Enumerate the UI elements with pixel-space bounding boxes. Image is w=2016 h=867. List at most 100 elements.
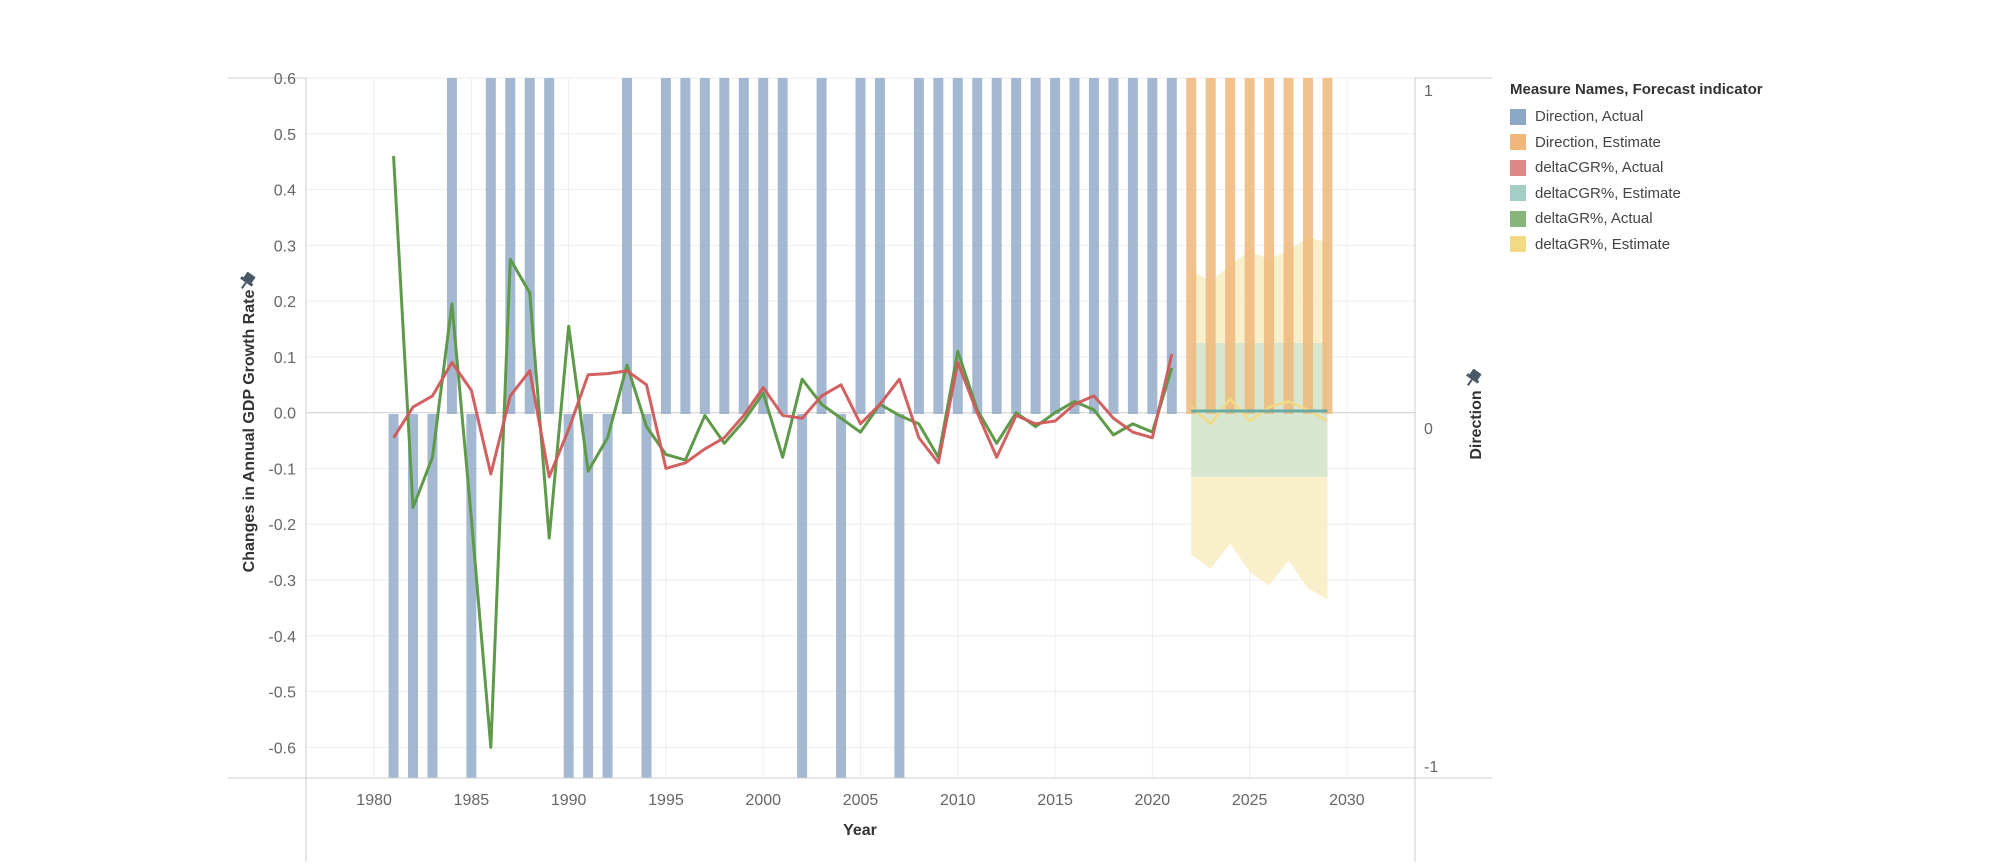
x-tick-label: 2030 — [1329, 792, 1365, 809]
direction-actual-bar — [1069, 78, 1080, 414]
direction-actual-bar — [505, 78, 516, 414]
direction-estimate-bar — [1283, 78, 1294, 414]
x-tick-label: 1995 — [648, 792, 684, 809]
direction-actual-bar — [563, 414, 574, 778]
direction-actual-bar — [913, 78, 924, 414]
y2-tick-label: 1 — [1424, 83, 1433, 100]
y-tick-label: -0.1 — [268, 461, 296, 478]
direction-estimate-bar — [1264, 78, 1275, 414]
direction-actual-bar — [1147, 78, 1158, 414]
legend-item[interactable]: Direction, Actual — [1510, 104, 1830, 130]
direction-actual-bar — [874, 78, 885, 414]
direction-actual-bar — [1030, 78, 1041, 414]
x-tick-label: 2010 — [940, 792, 976, 809]
legend-swatch — [1510, 185, 1526, 202]
direction-estimate-bar — [1225, 78, 1236, 414]
direction-actual-bar — [1050, 78, 1061, 414]
legend-swatch — [1510, 134, 1526, 151]
direction-actual-bar — [641, 414, 652, 778]
direction-actual-bar — [1166, 78, 1177, 414]
axes: 0.6 0.5 0.4 0.3 0.2 0.1 0.0 -0.1 -0.2 -0.3 -0.4 -0.… — [228, 71, 1492, 862]
legend-title: Measure Names, Forecast indicator — [1510, 81, 1763, 98]
direction-actual-bar — [699, 78, 710, 414]
y2-axis-title: Direction — [1468, 390, 1485, 459]
legend-item[interactable]: deltaGR%, Actual — [1510, 206, 1830, 232]
legend-item[interactable]: Direction, Estimate — [1510, 130, 1830, 156]
legend: Measure Names, Forecast indicator Direct… — [1510, 81, 1830, 257]
direction-actual-bar — [446, 78, 457, 414]
y2-tick-label: -1 — [1424, 759, 1438, 776]
legend-items: Direction, Actual Direction, Estimate delt… — [1510, 104, 1830, 257]
y-axis-title: Changes in Annual GDP Growth Rate — [241, 290, 258, 573]
direction-actual-bar — [485, 78, 496, 414]
direction-actual-bar — [1127, 78, 1138, 414]
direction-actual-bar — [972, 78, 983, 414]
direction-actual-bar — [738, 78, 749, 414]
legend-swatch — [1510, 159, 1526, 176]
direction-actual-bar — [855, 78, 866, 414]
series-lines — [392, 156, 1329, 749]
direction-actual-bar — [1108, 78, 1119, 414]
legend-label: deltaCGR%, Estimate — [1535, 184, 1681, 202]
direction-actual-bar — [933, 78, 944, 414]
direction-estimate-bar — [1322, 78, 1333, 414]
direction-actual-bar — [1088, 78, 1099, 414]
y-tick-label: 0.4 — [274, 183, 296, 200]
deltagr-estimate-line — [1190, 397, 1329, 426]
direction-actual-bar — [466, 414, 477, 778]
direction-actual-bar — [680, 78, 691, 414]
y-tick-label: -0.5 — [268, 685, 296, 702]
pin-icon[interactable] — [1462, 367, 1483, 389]
x-tick-label: 2005 — [843, 792, 879, 809]
direction-actual-bar — [758, 78, 769, 414]
direction-actual-bar — [544, 78, 555, 414]
direction-actual-bar — [408, 414, 419, 778]
direction-estimate-bar — [1302, 78, 1313, 414]
pin-icon[interactable] — [236, 270, 257, 292]
legend-item[interactable]: deltaGR%, Estimate — [1510, 232, 1830, 258]
direction-bars — [388, 78, 1333, 778]
legend-label: Direction, Estimate — [1535, 133, 1661, 151]
direction-estimate-bar — [1244, 78, 1255, 414]
direction-actual-bar — [427, 414, 438, 778]
x-tick-label: 1985 — [454, 792, 490, 809]
direction-actual-bar — [1011, 78, 1022, 414]
direction-actual-bar — [524, 78, 535, 414]
direction-actual-bar — [836, 414, 847, 778]
x-tick-label: 2015 — [1037, 792, 1073, 809]
legend-label: deltaGR%, Estimate — [1535, 235, 1671, 253]
x-tick-label: 1980 — [356, 792, 392, 809]
y-tick-label: 0.2 — [274, 294, 296, 311]
direction-actual-bar — [602, 414, 613, 778]
x-tick-label: 1990 — [551, 792, 587, 809]
y-tick-label: -0.2 — [268, 517, 296, 534]
direction-actual-bar — [777, 78, 788, 414]
direction-estimate-bar — [1205, 78, 1216, 414]
legend-swatch — [1510, 236, 1526, 253]
y-tick-label: 0.0 — [274, 406, 296, 423]
deltacgr-actual-line — [392, 353, 1174, 479]
y-tick-label: 0.6 — [274, 71, 296, 88]
x-tick-label: 2020 — [1135, 792, 1171, 809]
direction-actual-bar — [583, 414, 594, 778]
direction-actual-bar — [622, 78, 633, 414]
y2-tick-label: 0 — [1424, 421, 1433, 438]
legend-item[interactable]: deltaCGR%, Estimate — [1510, 181, 1830, 207]
direction-estimate-bar — [1186, 78, 1197, 414]
direction-actual-bar — [719, 78, 730, 414]
legend-label: Direction, Actual — [1535, 108, 1644, 126]
legend-swatch — [1510, 108, 1526, 125]
y-tick-label: 0.3 — [274, 238, 296, 255]
y-tick-label: -0.3 — [268, 573, 296, 590]
legend-item[interactable]: deltaCGR%, Actual — [1510, 155, 1830, 181]
direction-actual-bar — [952, 78, 963, 414]
direction-actual-bar — [797, 414, 808, 778]
y-tick-label: 0.5 — [274, 127, 296, 144]
direction-actual-bar — [894, 414, 905, 778]
legend-label: deltaCGR%, Actual — [1535, 159, 1664, 177]
direction-actual-bar — [991, 78, 1002, 414]
legend-swatch — [1510, 210, 1526, 227]
x-tick-label: 2025 — [1232, 792, 1268, 809]
legend-label: deltaGR%, Actual — [1535, 210, 1653, 228]
